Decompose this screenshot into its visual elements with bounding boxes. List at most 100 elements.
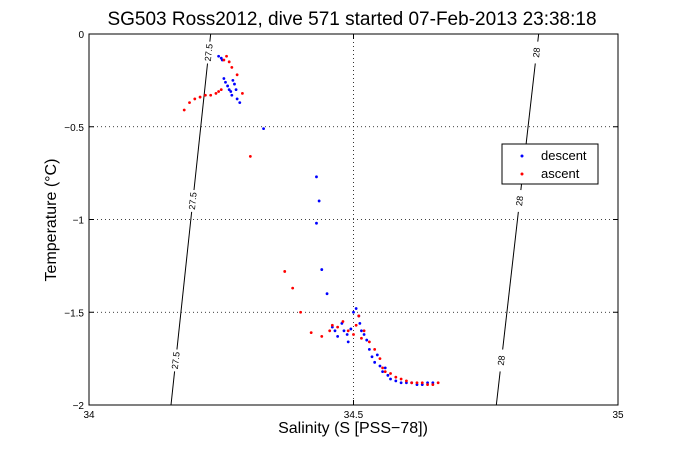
ascent-point [309,331,313,335]
legend-label-ascent: ascent [541,166,580,181]
ascent-point [383,370,387,374]
y-tick-label: −1 [73,216,85,227]
ascent-point [336,325,340,329]
descent-point [358,321,362,325]
ascent-point [367,340,371,344]
ascent-point [217,90,221,93]
descent-point [360,329,363,333]
ascent-point [182,108,186,112]
y-axis-label: Temperature (°C) [43,159,60,282]
descent-point [320,268,324,271]
ascent-point [330,323,334,327]
ascent-point [341,320,345,323]
ascent-point [235,73,239,77]
descent-point [362,333,366,336]
contour-label: 27.5 [187,192,199,210]
ascent-point [283,270,287,273]
descent-point [229,90,233,93]
ascent-point [394,375,398,379]
ascent-point [352,333,355,336]
contour-label: 28 [531,47,542,58]
ascent-point [399,377,403,381]
ascent-point [415,381,419,385]
contour-label-bg [493,348,510,373]
ascent-point [378,357,382,361]
descent-point [365,338,369,342]
descent-point [217,54,221,58]
descent-point [386,373,390,377]
ascent-point [426,383,429,386]
descent-point [389,377,392,381]
ascent-point [360,336,363,340]
descent-point [367,347,371,351]
density-contours: 27.5 27.5 27.5 28 28 28 [167,33,545,406]
descent-point [370,355,374,359]
descent-point [238,101,242,105]
contour-label-bg [200,40,217,65]
ascent-point [320,334,324,338]
x-tick-label: 34 [83,410,95,421]
ascent-point [299,310,302,314]
descent-point [399,381,403,385]
descent-point [346,340,350,344]
descent-point [325,292,329,296]
data-points [182,54,440,386]
descent-point [227,88,231,92]
y-tick-label: −1.5 [64,308,84,319]
ascent-point [373,347,377,351]
descent-point [230,93,234,97]
descent-point [336,334,340,338]
ascent-point [291,286,295,290]
ascent-point [230,65,234,69]
ascent-point [389,372,392,375]
ascent-point [219,88,223,92]
descent-point [231,78,235,82]
y-tick-label: −2 [73,401,85,412]
y-tick-label: −0.5 [64,123,84,134]
descent-point [315,175,318,179]
descent-point [315,221,318,225]
contour-label-bg [167,348,184,373]
descent-point [354,307,358,310]
x-tick-label: 35 [612,410,624,421]
descent-point [235,97,239,101]
descent-point [349,327,353,331]
descent-point [352,310,355,314]
ascent-point [193,97,197,101]
descent-point [222,77,226,80]
ascent-point [420,381,424,385]
ascent-point [241,91,244,95]
ascent-point [203,93,207,97]
descent-point [381,370,384,374]
ascent-point [405,379,408,383]
descent-point [394,379,398,383]
descent-point [262,127,265,131]
ascent-point [248,155,252,158]
contour-label-bg [511,189,528,213]
x-tick-label: 34.5 [344,410,364,421]
contour-label-bg [528,40,545,65]
ascent-point [357,314,361,318]
ascent-point [214,91,218,95]
ascent-point [436,381,440,385]
legend-marker-descent [520,154,524,158]
ascent-point [227,60,231,64]
descent-point [375,353,379,357]
descent-point [233,82,236,86]
ascent-point [362,329,366,333]
x-axis-label: Salinity (S [PSS−78]) [278,420,428,437]
descent-point [333,329,337,333]
descent-point [342,329,346,333]
ascent-point [346,329,350,333]
contour-label: 27.5 [170,351,182,369]
y-tick-label: 0 [78,30,84,41]
legend-box [501,143,599,185]
ascent-point [410,381,414,385]
descent-point [224,80,227,84]
descent-point [373,360,377,364]
chart-title: SG503 Ross2012, dive 571 started 07-Feb-… [107,9,596,30]
ascent-point [225,54,228,58]
legend-label-descent: descent [541,148,587,163]
density-contour-line [495,33,540,406]
descent-point [234,88,238,92]
